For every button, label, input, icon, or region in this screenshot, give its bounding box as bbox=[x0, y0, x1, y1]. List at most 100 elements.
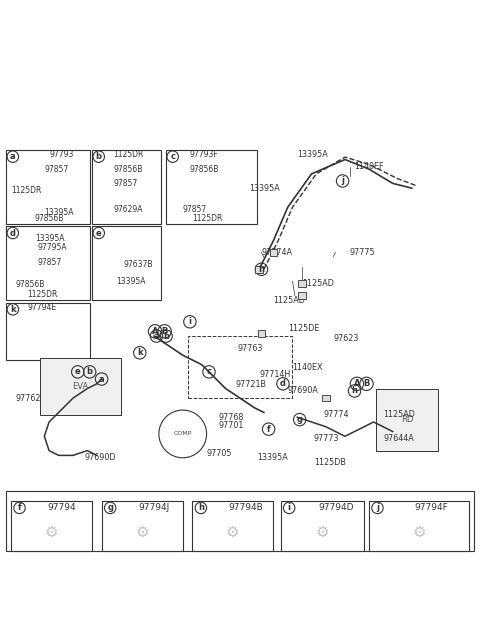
Text: 97701: 97701 bbox=[218, 422, 244, 430]
Text: 97774: 97774 bbox=[324, 410, 349, 419]
Text: 97794: 97794 bbox=[48, 503, 76, 512]
Text: a: a bbox=[154, 332, 159, 340]
Text: d: d bbox=[280, 379, 286, 388]
Text: 97623: 97623 bbox=[333, 334, 359, 343]
Text: b: b bbox=[163, 332, 169, 340]
Text: 1125AD: 1125AD bbox=[274, 296, 305, 305]
Text: 97794F: 97794F bbox=[414, 503, 448, 512]
Text: g: g bbox=[107, 503, 113, 512]
Text: 1125AD: 1125AD bbox=[302, 279, 334, 288]
Text: 97690D: 97690D bbox=[85, 453, 117, 462]
Text: 97690A: 97690A bbox=[288, 387, 319, 396]
FancyBboxPatch shape bbox=[11, 501, 92, 551]
Text: 97857: 97857 bbox=[114, 179, 138, 188]
Text: 97644A: 97644A bbox=[383, 434, 414, 443]
Text: g: g bbox=[297, 415, 303, 424]
Text: 13395A: 13395A bbox=[44, 209, 74, 217]
Text: 97857: 97857 bbox=[183, 205, 207, 214]
Text: RD: RD bbox=[401, 415, 413, 424]
Text: 97775: 97775 bbox=[350, 248, 375, 257]
FancyBboxPatch shape bbox=[270, 249, 277, 256]
Text: d: d bbox=[10, 228, 16, 238]
Text: ⚙: ⚙ bbox=[45, 524, 58, 540]
Text: j: j bbox=[376, 503, 379, 512]
Text: 97794B: 97794B bbox=[229, 503, 264, 512]
FancyBboxPatch shape bbox=[6, 491, 474, 551]
Text: 97773: 97773 bbox=[314, 434, 339, 443]
Text: k: k bbox=[10, 305, 16, 314]
Text: 13395A: 13395A bbox=[297, 150, 328, 159]
FancyBboxPatch shape bbox=[6, 302, 90, 360]
Text: ⚙: ⚙ bbox=[135, 524, 149, 540]
Text: 97856B: 97856B bbox=[190, 165, 219, 174]
FancyBboxPatch shape bbox=[298, 292, 306, 299]
FancyBboxPatch shape bbox=[39, 358, 120, 415]
FancyBboxPatch shape bbox=[192, 501, 274, 551]
Text: 1125DE: 1125DE bbox=[288, 325, 319, 333]
Text: 1125DR: 1125DR bbox=[11, 186, 41, 195]
Text: ⚙: ⚙ bbox=[412, 524, 426, 540]
Text: 1125DB: 1125DB bbox=[314, 458, 346, 467]
Text: 97793F: 97793F bbox=[190, 150, 219, 159]
Text: b: b bbox=[87, 367, 93, 377]
Text: 97793: 97793 bbox=[49, 150, 73, 159]
Text: i: i bbox=[188, 317, 192, 327]
Text: a: a bbox=[99, 375, 105, 384]
FancyBboxPatch shape bbox=[255, 266, 263, 273]
FancyBboxPatch shape bbox=[322, 395, 330, 401]
Text: h: h bbox=[198, 503, 204, 512]
Text: 97857: 97857 bbox=[37, 257, 61, 267]
Text: 13395A: 13395A bbox=[116, 276, 145, 286]
Text: 13395A: 13395A bbox=[257, 453, 288, 462]
FancyBboxPatch shape bbox=[298, 280, 306, 287]
Text: 97763: 97763 bbox=[238, 344, 263, 353]
Text: 97856B: 97856B bbox=[114, 165, 143, 174]
Text: COMP: COMP bbox=[174, 431, 192, 436]
Text: A: A bbox=[152, 327, 158, 336]
Text: 1125DR: 1125DR bbox=[28, 290, 58, 299]
Text: B: B bbox=[161, 327, 168, 336]
Text: 13395A: 13395A bbox=[35, 234, 64, 243]
FancyBboxPatch shape bbox=[258, 330, 265, 337]
FancyBboxPatch shape bbox=[92, 150, 161, 224]
Text: A: A bbox=[354, 379, 360, 388]
Text: h: h bbox=[351, 387, 358, 396]
Text: 1140EX: 1140EX bbox=[292, 363, 323, 372]
FancyBboxPatch shape bbox=[281, 501, 364, 551]
FancyBboxPatch shape bbox=[102, 501, 183, 551]
Text: 1140EF: 1140EF bbox=[355, 162, 384, 171]
Text: 97794D: 97794D bbox=[318, 503, 354, 512]
Text: i: i bbox=[288, 503, 291, 512]
FancyBboxPatch shape bbox=[6, 226, 90, 301]
Text: 97637B: 97637B bbox=[123, 260, 153, 269]
Text: 97762: 97762 bbox=[16, 394, 41, 403]
Text: 97794E: 97794E bbox=[28, 303, 57, 312]
Text: 97768: 97768 bbox=[218, 413, 244, 422]
Text: a: a bbox=[10, 152, 16, 161]
Text: f: f bbox=[267, 425, 271, 434]
Text: 1125DR: 1125DR bbox=[192, 214, 223, 223]
FancyBboxPatch shape bbox=[166, 150, 257, 224]
Text: c: c bbox=[170, 152, 175, 161]
Text: 97856B: 97856B bbox=[35, 214, 64, 223]
Text: 1125AD: 1125AD bbox=[383, 410, 415, 419]
Text: EVA: EVA bbox=[72, 382, 88, 391]
Text: 1125DR: 1125DR bbox=[114, 150, 144, 159]
Text: 97721B: 97721B bbox=[235, 380, 266, 389]
FancyBboxPatch shape bbox=[369, 501, 469, 551]
Text: 97856B: 97856B bbox=[16, 280, 45, 289]
Text: ⚙: ⚙ bbox=[226, 524, 240, 540]
FancyBboxPatch shape bbox=[6, 150, 90, 224]
Text: b: b bbox=[96, 152, 102, 161]
Text: 97705: 97705 bbox=[206, 448, 232, 458]
Text: B: B bbox=[363, 379, 370, 388]
Text: 97714H: 97714H bbox=[259, 370, 290, 378]
Text: e: e bbox=[75, 367, 81, 377]
Text: f: f bbox=[18, 503, 22, 512]
Text: ⚙: ⚙ bbox=[315, 524, 329, 540]
Text: h: h bbox=[258, 265, 264, 274]
Text: 97795A: 97795A bbox=[37, 243, 67, 252]
FancyBboxPatch shape bbox=[92, 226, 161, 301]
Text: 13395A: 13395A bbox=[250, 184, 280, 193]
Text: 97774A: 97774A bbox=[262, 248, 292, 257]
